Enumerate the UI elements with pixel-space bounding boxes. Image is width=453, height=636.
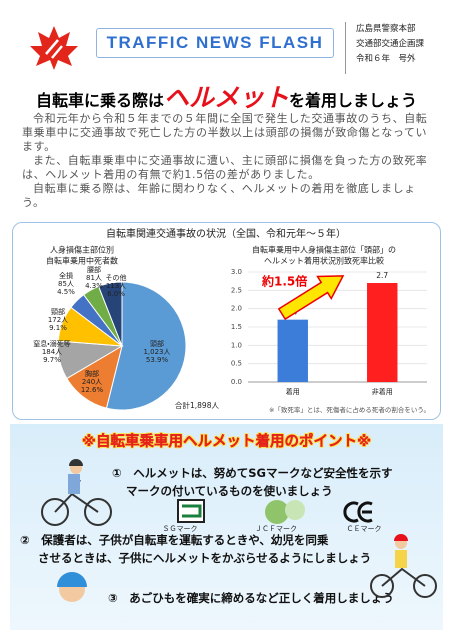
y-tick-label: 1.0 bbox=[231, 341, 242, 349]
bar bbox=[367, 283, 398, 382]
slice-category: 頸部 bbox=[51, 308, 65, 316]
bar bbox=[277, 319, 308, 382]
y-tick-label: 2.0 bbox=[231, 305, 242, 313]
slice-percent-label: 12.6% bbox=[81, 386, 104, 394]
slice-percent-label: 53.9% bbox=[146, 356, 169, 364]
paragraph: また、自転車乗車中に交通事故に遭い、主に頭部に損傷を負った方の致死率は、ヘルメッ… bbox=[22, 154, 428, 181]
slice-category: 窒息・溺死等 bbox=[33, 339, 70, 348]
pie-title: 人身損傷主部位別 bbox=[50, 245, 114, 255]
wheel bbox=[413, 574, 437, 598]
ce-icon bbox=[343, 501, 373, 523]
y-tick-label: 3.0 bbox=[231, 268, 242, 276]
y-tick-label: 0.0 bbox=[231, 378, 242, 386]
headline-text: 自転車に乗る際は bbox=[35, 91, 164, 110]
slice-value-label: 81人 bbox=[86, 274, 102, 282]
point-line: ③ あごひもを確実に締めるなど正しく着用しましょう bbox=[108, 591, 394, 605]
helmet bbox=[69, 459, 83, 466]
slice-category: 腰部 bbox=[87, 266, 101, 274]
slice-category: 胸部 bbox=[85, 369, 99, 378]
slice-value-label: 113人 bbox=[106, 282, 126, 290]
point-line: ② 保護者は、子供が自転車を運転するときや、幼児を同乗 bbox=[20, 533, 329, 547]
x-tick-label: 非着用 bbox=[372, 387, 393, 396]
headline-emphasis: ヘルメット bbox=[163, 83, 289, 112]
slice-category: 全損 bbox=[59, 271, 73, 280]
wheel bbox=[41, 498, 69, 526]
paragraph: 令和元年から令和５年までの５年間に全国で発生した交通事故のうち、自転車乗車中に交… bbox=[22, 112, 428, 153]
pie-slice bbox=[97, 281, 123, 347]
slice-value-label: 240人 bbox=[82, 378, 102, 386]
slice-percent-label: 4.5% bbox=[57, 288, 75, 296]
point-line: ① ヘルメットは、努めてSGマークなど安全性を示す bbox=[112, 466, 393, 480]
paragraph: 自転車に乗る際は、年齢に関わりなく、ヘルメットの着用を徹底しましょう。 bbox=[22, 182, 416, 209]
x-tick-label: 着用 bbox=[286, 387, 300, 396]
y-tick-label: 0.5 bbox=[231, 360, 242, 368]
logo bbox=[30, 26, 78, 70]
headline: 自転車に乗る際はヘルメットを着用しましょう bbox=[0, 78, 453, 114]
mark-label: ＪＣＦマーク bbox=[255, 525, 297, 533]
pie-title: 自転車乗用中死者数 bbox=[46, 256, 118, 266]
mark-label: ＳＧマーク bbox=[162, 525, 198, 533]
chart-box bbox=[12, 222, 441, 420]
slice-category: その他 bbox=[106, 273, 127, 282]
wheel bbox=[84, 498, 112, 526]
headline-text: を着用しましょう bbox=[289, 91, 418, 110]
y-tick-label: 2.5 bbox=[231, 286, 242, 294]
point-line: させるときは、子供にヘルメットをかぶらせるようにしましょう bbox=[38, 551, 372, 565]
body: 令和元年から令和５年までの５年間に全国で発生した交通事故のうち、自転車乗車中に交… bbox=[22, 112, 434, 210]
body bbox=[395, 550, 407, 568]
child-cyclist bbox=[370, 534, 437, 598]
annotation-arrow bbox=[277, 275, 345, 321]
org-line: 令和６年 号外 bbox=[356, 54, 416, 64]
slice-value-label: 1,023人 bbox=[143, 348, 170, 356]
mark-label: ＣＥマーク bbox=[346, 525, 382, 533]
chart-box-title: 自転車関連交通事故の状況（全国、令和元年～５年） bbox=[106, 227, 346, 240]
frame bbox=[381, 567, 426, 587]
wheel bbox=[370, 574, 394, 598]
slice-percent-label: 6.0% bbox=[107, 290, 125, 298]
news-title: TRAFFIC NEWS FLASH bbox=[96, 28, 334, 58]
pie-slice bbox=[105, 281, 187, 411]
bar-value-label: 2.7 bbox=[376, 271, 388, 280]
org-line: 交通部交通企画課 bbox=[356, 39, 425, 49]
bar-title: 自転車乗用中人身損傷主部位「頭部」の bbox=[252, 245, 396, 255]
points-title: ※自転車乗車用ヘルメット着用のポイント※ bbox=[81, 434, 372, 450]
illustrations bbox=[41, 459, 437, 602]
cyclist bbox=[41, 459, 112, 526]
slice-percent-label: 4.3% bbox=[85, 282, 103, 290]
slice-value-label: 172人 bbox=[48, 316, 68, 324]
body bbox=[68, 474, 80, 494]
note: ※「致死率」とは、死傷者に占める死者の割合をいう。 bbox=[269, 405, 430, 414]
org-line: 広島県警察本部 bbox=[356, 24, 416, 34]
helmet bbox=[394, 534, 408, 541]
y-tick-label: 1.5 bbox=[231, 323, 242, 331]
helmet bbox=[57, 572, 87, 587]
sg-icon bbox=[182, 504, 202, 518]
annotation: 約1.5倍 bbox=[261, 274, 307, 289]
maple-leaf bbox=[30, 26, 78, 70]
jcf-icon bbox=[265, 500, 289, 524]
slice-value-label: 184人 bbox=[42, 348, 62, 356]
slice-value-label: 85人 bbox=[58, 280, 74, 288]
point-line: マークの付いているものを使いましょう bbox=[126, 484, 333, 498]
org-box: 広島県警察本部 交通部交通企画課 令和６年 号外 bbox=[345, 22, 443, 74]
slice-category: 頭部 bbox=[150, 340, 164, 348]
arrow bbox=[277, 275, 345, 321]
jcf-icon bbox=[285, 500, 305, 520]
slice-percent-label: 9.1% bbox=[49, 324, 67, 332]
leaf-mark bbox=[45, 39, 63, 59]
charts: 自転車関連交通事故の状況（全国、令和元年～５年） 人身損傷主部位別自転車乗用中死… bbox=[33, 227, 430, 414]
bar-title: ヘルメット着用状況別致死率比較 bbox=[264, 256, 384, 266]
pie-total: 合計1,898人 bbox=[175, 400, 219, 410]
slice-percent-label: 9.7% bbox=[43, 356, 61, 364]
